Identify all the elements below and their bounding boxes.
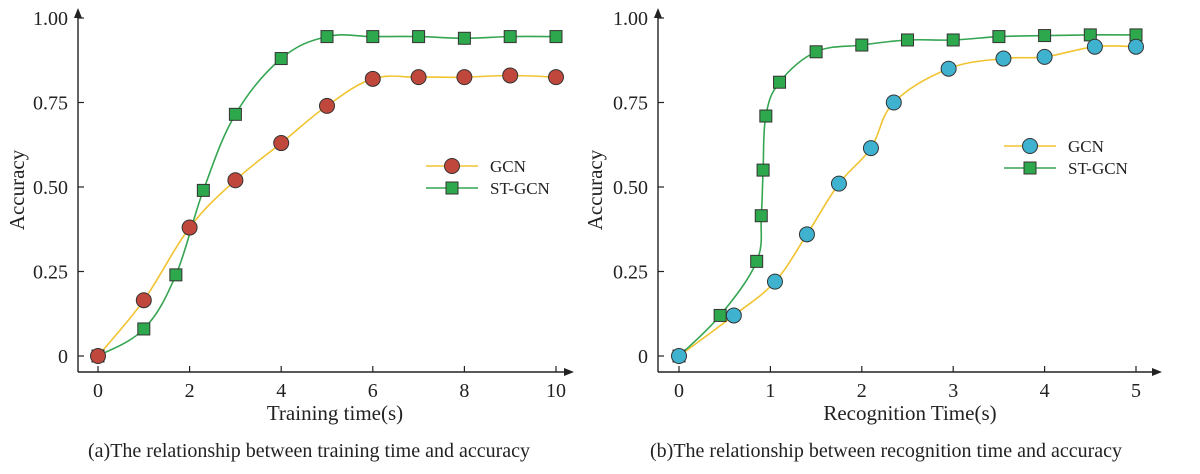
x-tick-label: 4 xyxy=(276,380,286,402)
data-point-gcn xyxy=(885,94,902,111)
x-axis-label: Training time(s) xyxy=(267,401,403,425)
data-point-gcn xyxy=(725,307,742,324)
y-tick-label: 0.75 xyxy=(613,93,648,115)
data-point-gcn xyxy=(410,69,427,86)
x-axis-label: Recognition Time(s) xyxy=(823,401,996,425)
y-tick-label: 0 xyxy=(638,346,648,368)
data-point-gcn xyxy=(456,69,473,86)
data-point-st-gcn xyxy=(228,107,242,121)
x-tick-label: 0 xyxy=(674,380,684,402)
x-tick-label: 1 xyxy=(765,380,775,402)
data-point-st-gcn xyxy=(855,38,869,52)
data-point-st-gcn xyxy=(169,268,183,282)
data-point-st-gcn xyxy=(901,33,914,47)
data-point-st-gcn xyxy=(366,30,380,44)
chart-b: 0 0.25 0.50 0.75 1.00 0 1 2 3 4 5 Recognition Time(… xyxy=(583,8,1162,425)
x-tick-label: 0 xyxy=(93,380,103,402)
data-point-st-gcn xyxy=(1038,29,1052,43)
y-tick-label: 0 xyxy=(58,346,68,368)
chart-a: 0 0.25 0.50 0.75 1.00 0 2 4 6 8 10 Training time(s)… xyxy=(5,8,574,425)
data-point-gcn xyxy=(364,70,381,87)
y-tick-label: 0.25 xyxy=(33,262,68,284)
y-axis-label: Accuracy xyxy=(5,149,29,230)
data-point-st-gcn xyxy=(713,308,727,322)
y-tick-label: 0.25 xyxy=(613,262,648,284)
data-point-st-gcn xyxy=(137,322,151,336)
data-point-st-gcn xyxy=(320,30,334,44)
x-tick-label: 8 xyxy=(459,380,469,402)
legend-marker-st-gcn xyxy=(445,181,459,195)
legend-label-st-gcn: ST-GCN xyxy=(490,179,550,198)
series-line-gcn xyxy=(678,45,1137,357)
data-point-st-gcn xyxy=(750,254,764,268)
data-point-st-gcn xyxy=(773,75,787,89)
legend-label-st-gcn: ST-GCN xyxy=(1068,159,1128,178)
data-point-st-gcn xyxy=(196,183,210,197)
caption-b: (b)The relationship between recognition … xyxy=(650,440,1123,462)
data-point-st-gcn xyxy=(274,52,288,66)
y-axis-label: Accuracy xyxy=(583,149,607,230)
legend-label-gcn: GCN xyxy=(1068,137,1104,156)
series-line-st-gcn xyxy=(678,34,1137,357)
legend-marker-st-gcn xyxy=(1023,161,1037,175)
x-tick-label: 5 xyxy=(1131,380,1141,402)
data-point-gcn xyxy=(90,348,106,364)
data-point-st-gcn xyxy=(809,45,823,59)
x-tick-label: 2 xyxy=(185,380,195,402)
x-tick-label: 2 xyxy=(857,380,867,402)
data-point-gcn xyxy=(181,219,198,236)
data-point-st-gcn xyxy=(457,31,471,45)
x-tick-label: 3 xyxy=(948,380,958,402)
data-point-gcn xyxy=(1036,48,1053,65)
data-point-st-gcn xyxy=(549,30,563,44)
legend-label-gcn: GCN xyxy=(490,157,526,176)
data-point-gcn xyxy=(671,348,687,364)
data-point-st-gcn xyxy=(412,30,426,44)
data-point-gcn xyxy=(227,172,244,189)
data-point-gcn xyxy=(798,226,815,243)
data-point-gcn xyxy=(1086,38,1103,55)
series-line-gcn xyxy=(97,74,557,357)
legend-marker-gcn xyxy=(1022,138,1038,154)
data-point-st-gcn xyxy=(756,163,770,177)
data-point-gcn xyxy=(995,50,1012,67)
data-point-st-gcn xyxy=(946,33,960,47)
data-point-gcn xyxy=(830,175,847,192)
series-line-st-gcn xyxy=(97,34,557,357)
y-tick-label: 0.75 xyxy=(33,93,68,115)
y-tick-label: 0.50 xyxy=(613,177,648,199)
data-point-gcn xyxy=(548,69,564,86)
data-point-st-gcn xyxy=(992,30,1006,44)
data-point-gcn xyxy=(273,135,290,152)
x-tick-label: 6 xyxy=(368,380,378,402)
data-point-gcn xyxy=(766,273,783,290)
data-point-st-gcn xyxy=(759,109,773,123)
caption-a: (a)The relationship between training tim… xyxy=(88,440,531,462)
y-tick-label: 0.50 xyxy=(33,177,68,199)
data-point-gcn xyxy=(940,60,957,77)
data-point-gcn xyxy=(1128,38,1144,55)
legend-marker-gcn xyxy=(444,158,460,174)
data-point-gcn xyxy=(502,67,519,84)
x-axis-arrow xyxy=(1152,368,1162,376)
x-tick-label: 10 xyxy=(546,380,566,402)
x-tick-label: 4 xyxy=(1040,380,1050,402)
data-point-gcn xyxy=(862,140,879,157)
data-point-st-gcn xyxy=(754,209,768,223)
data-point-st-gcn xyxy=(503,30,517,44)
data-point-gcn xyxy=(319,97,335,114)
y-tick-label: 1.00 xyxy=(33,8,68,30)
data-point-gcn xyxy=(135,292,152,309)
y-axis-arrow xyxy=(74,8,82,18)
y-tick-label: 1.00 xyxy=(613,8,648,30)
x-axis-arrow xyxy=(564,368,574,376)
y-axis-arrow xyxy=(654,8,662,18)
